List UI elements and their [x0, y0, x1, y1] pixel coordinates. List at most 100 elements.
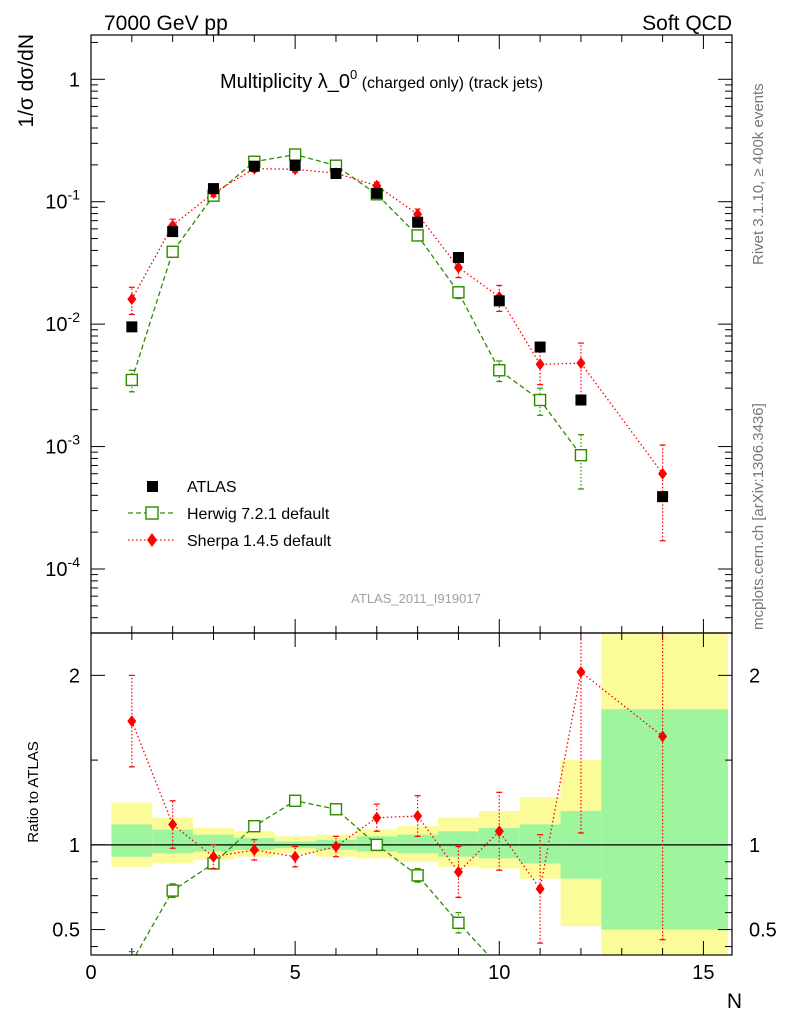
herwig-ratio-point [248, 820, 261, 833]
herwig-point [452, 286, 465, 299]
herwig-ratio-point [126, 956, 137, 967]
sherpa-point [658, 467, 668, 480]
herwig-line [131, 153, 582, 456]
header-right: Soft QCD [642, 12, 732, 35]
legend: ATLAS Herwig 7.2.1 default Sherpa 1.4.5 … [128, 479, 332, 550]
sherpa-ratio-point [658, 730, 668, 743]
legend-atlas-marker [147, 481, 158, 492]
ratio-plot-series [126, 633, 668, 967]
herwig-ratio-point [411, 869, 424, 882]
band-inner [152, 829, 194, 854]
plot-title-main: Multiplicity λ_0 [220, 71, 350, 93]
legend-atlas-label: ATLAS [187, 479, 237, 496]
herwig-point [533, 393, 547, 407]
y-tick-exp: -3 [68, 432, 81, 448]
atlas-point [289, 159, 301, 171]
atlas-point [657, 491, 669, 503]
y-tick-exp: -1 [68, 187, 81, 203]
herwig-point [574, 449, 588, 462]
atlas-point [126, 321, 138, 333]
sherpa-point [576, 357, 586, 370]
y-tick-label-left: 2 [69, 665, 80, 687]
atlas-point [371, 187, 383, 199]
y-tick-label-left: 1 [69, 835, 80, 857]
sherpa-point [453, 261, 463, 274]
sherpa-ratio-point [576, 665, 586, 678]
plot-title: Multiplicity λ_00 (charged only) (track … [220, 67, 543, 93]
atlas-point [207, 183, 219, 195]
herwig-point [125, 373, 139, 387]
y-tick-label-right: 2 [749, 665, 760, 687]
band-inner [397, 834, 439, 854]
band-inner [193, 834, 234, 852]
legend-herwig-marker [145, 506, 159, 520]
band-inner [601, 709, 728, 930]
herwig-point [411, 229, 424, 242]
legend-sherpa-marker [147, 533, 157, 547]
herwig-point [166, 245, 179, 258]
sherpa-ratio-point [494, 825, 504, 838]
atlas-point [330, 167, 342, 179]
x-axis-label: N [727, 990, 742, 1013]
y-tick-label-left: 0.5 [52, 920, 80, 942]
sherpa-ratio-point [290, 850, 300, 863]
y-tick-label-right: 1 [749, 835, 760, 857]
top-y-axis-label: 1/σ dσ/dN [15, 34, 38, 128]
sherpa-point [127, 293, 137, 306]
x-tick-label: 10 [488, 962, 510, 984]
legend-sherpa-label: Sherpa 1.4.5 default [187, 533, 332, 550]
bottom-axis-ticks: 0 5 10 15 0.5 0.5 1 1 2 2 [52, 633, 777, 984]
herwig-point [493, 364, 506, 377]
herwig-point [288, 148, 302, 161]
sherpa-ratio-point [249, 843, 259, 856]
atlas-point [534, 341, 546, 353]
y-tick-label-right: 0.5 [749, 920, 777, 942]
x-tick-label: 0 [85, 962, 96, 984]
sherpa-ratio-point [331, 840, 341, 853]
atlas-point [167, 226, 179, 238]
plot-title-sup: 0 [350, 67, 357, 82]
y-tick-exp: -4 [68, 554, 81, 570]
ratio-plot-frame [90, 632, 733, 956]
y-tick-exp: -2 [68, 309, 81, 325]
y-tick-label: 1 [69, 69, 80, 91]
herwig-ratio-point [329, 803, 343, 816]
y-tick-label: 10-4 [45, 554, 80, 581]
sherpa-ratio-point [208, 850, 218, 863]
sherpa-point [535, 358, 545, 371]
herwig-ratio-line [134, 800, 490, 955]
bottom-y-axis-label: Ratio to ATLAS [25, 741, 42, 842]
band-inner [111, 824, 153, 857]
y-tick-base: 10 [45, 559, 67, 581]
y-tick-base: 10 [45, 437, 67, 459]
y-tick-label: 10-1 [45, 187, 80, 214]
atlas-point [248, 160, 260, 172]
atlas-point [452, 252, 464, 264]
atlas-point [412, 216, 424, 228]
sherpa-ratio-point [168, 818, 178, 831]
rivet-label: Rivet 3.1.10, ≥ 400k events [750, 83, 767, 265]
atlas-point [575, 394, 587, 406]
analysis-watermark: ATLAS_2011_I919017 [351, 591, 481, 606]
y-tick-base: 1 [69, 69, 80, 91]
sherpa-ratio-point [372, 811, 382, 824]
herwig-ratio-point [452, 916, 465, 929]
source-label: mcplots.cern.ch [arXiv:1306.3436] [750, 403, 767, 630]
top-axis-ticks: 10-410-310-210-11 [45, 35, 732, 634]
sherpa-ratio-point [453, 865, 463, 878]
herwig-ratio-point [166, 884, 179, 897]
y-tick-base: 10 [45, 314, 67, 336]
y-tick-label: 10-3 [45, 432, 80, 459]
header-left: 7000 GeV pp [104, 12, 228, 35]
top-plot-series [125, 148, 669, 542]
x-tick-label: 5 [290, 962, 301, 984]
y-tick-label: 10-2 [45, 309, 80, 336]
x-tick-label: 15 [692, 962, 714, 984]
sherpa-ratio-point [127, 715, 137, 728]
sherpa-ratio-point [413, 810, 423, 823]
herwig-ratio-point [370, 838, 383, 852]
legend-herwig-label: Herwig 7.2.1 default [187, 506, 330, 523]
y-tick-base: 10 [45, 192, 67, 214]
sherpa-ratio-point [535, 882, 545, 895]
